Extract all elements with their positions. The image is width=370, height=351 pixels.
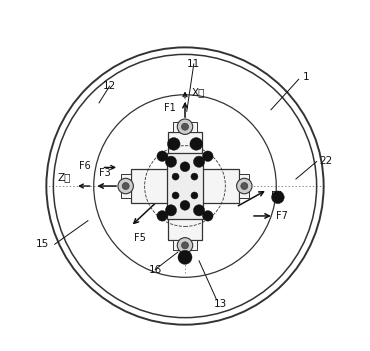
Circle shape — [122, 183, 129, 190]
Circle shape — [194, 156, 205, 167]
Text: Z轴: Z轴 — [58, 172, 71, 182]
Text: 15: 15 — [36, 239, 49, 249]
Text: X轴: X轴 — [192, 87, 205, 97]
Bar — [168, 132, 202, 240]
Text: 22: 22 — [319, 157, 333, 166]
Circle shape — [165, 205, 176, 216]
Text: 11: 11 — [187, 59, 201, 69]
Circle shape — [172, 173, 179, 180]
Bar — [131, 169, 239, 203]
Text: F7: F7 — [276, 211, 287, 221]
Circle shape — [118, 178, 134, 194]
Text: F1: F1 — [165, 104, 176, 113]
Circle shape — [241, 183, 248, 190]
Circle shape — [172, 192, 179, 199]
Text: 1: 1 — [303, 72, 309, 81]
Circle shape — [272, 191, 284, 204]
Circle shape — [168, 138, 180, 150]
Circle shape — [180, 162, 190, 172]
Circle shape — [177, 238, 193, 253]
Text: 13: 13 — [213, 299, 227, 309]
Circle shape — [165, 156, 176, 167]
Circle shape — [191, 173, 198, 180]
Circle shape — [180, 200, 190, 210]
Bar — [174, 240, 196, 250]
Circle shape — [182, 123, 188, 130]
Circle shape — [182, 242, 188, 249]
Text: F6: F6 — [79, 161, 91, 171]
Circle shape — [178, 250, 192, 264]
Bar — [239, 174, 249, 198]
Circle shape — [177, 119, 193, 134]
Text: 12: 12 — [103, 81, 116, 91]
Circle shape — [190, 138, 202, 150]
Circle shape — [157, 211, 168, 221]
Circle shape — [202, 151, 213, 161]
Bar — [174, 122, 196, 132]
Bar — [167, 153, 203, 219]
Circle shape — [202, 211, 213, 221]
Bar — [121, 174, 131, 198]
Circle shape — [236, 178, 252, 194]
Circle shape — [194, 205, 205, 216]
Text: F3: F3 — [99, 168, 111, 178]
Text: F4: F4 — [271, 191, 283, 201]
Circle shape — [157, 151, 168, 161]
Text: 16: 16 — [148, 265, 162, 274]
Circle shape — [191, 192, 198, 199]
Text: F5: F5 — [134, 233, 146, 243]
